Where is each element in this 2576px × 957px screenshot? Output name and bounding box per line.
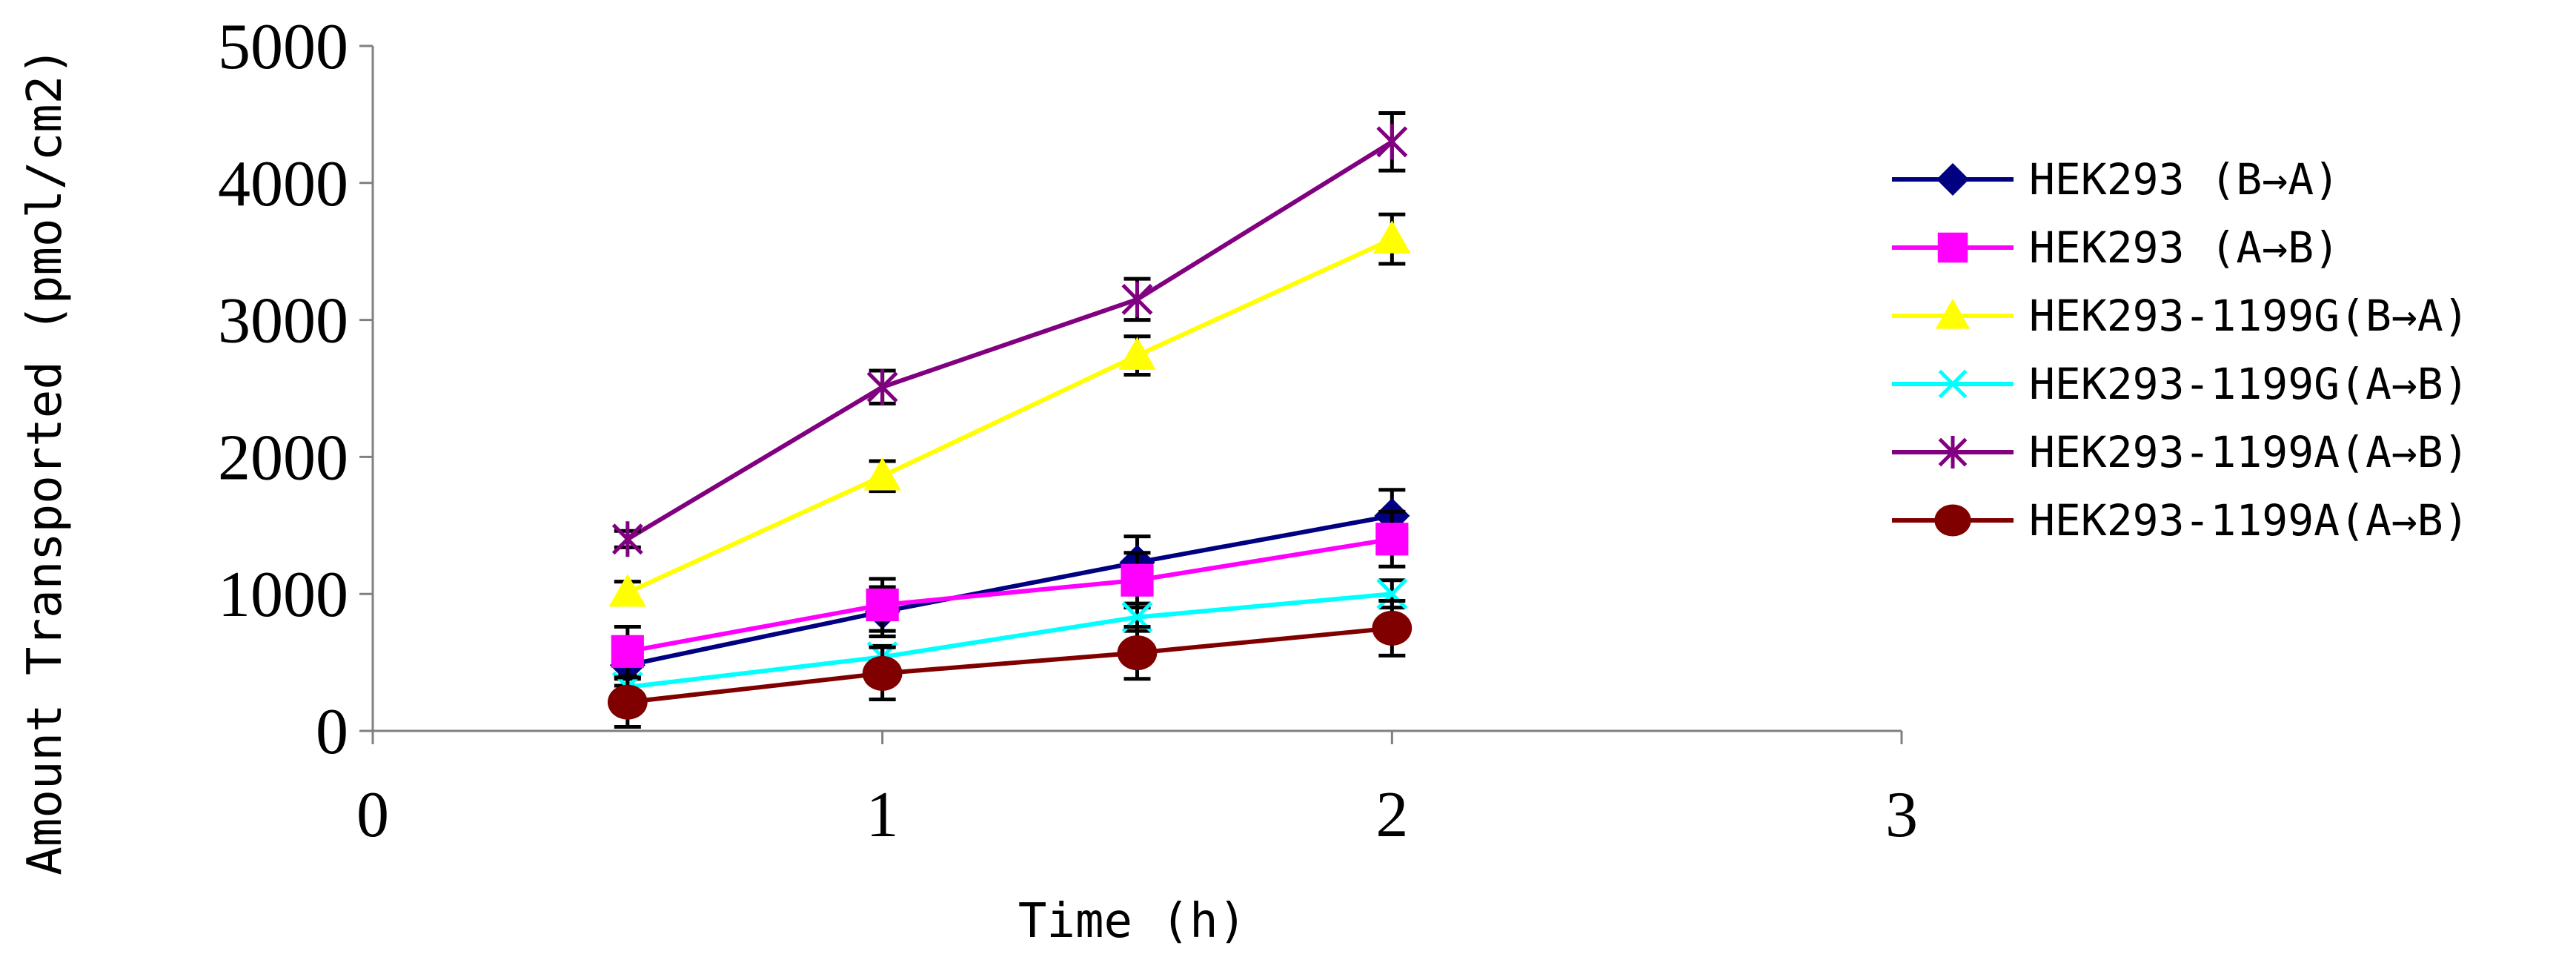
series-line [627, 592, 1392, 689]
legend-label: HEK293-1199A(A→B) [2029, 427, 2469, 477]
series-5 [611, 111, 1408, 557]
star-marker [866, 369, 898, 405]
square-marker [1937, 232, 1968, 263]
series-1 [609, 488, 1410, 688]
square-marker [1375, 523, 1409, 556]
star-marker [1376, 124, 1408, 160]
legend-label: HEK293 (A→B) [2029, 222, 2340, 273]
y-tick-label: 5000 [218, 11, 348, 83]
star-marker [1121, 281, 1153, 317]
series-line [626, 236, 1393, 595]
triangle-marker [1373, 220, 1411, 254]
triangle-marker [1935, 298, 1971, 329]
x-marker-stroke [1938, 369, 1968, 399]
y-tick-label: 4000 [218, 148, 348, 220]
series-line [627, 626, 1392, 705]
y-tick-label: 3000 [218, 285, 348, 357]
legend-label: HEK293-1199G(B→A) [2029, 291, 2469, 341]
circle-marker [607, 684, 648, 720]
triangle-marker [608, 574, 647, 607]
series-3 [608, 212, 1411, 607]
y-axis-title: Amount Transported (pmol/cm2) [18, 47, 73, 875]
x-marker-stroke [1376, 578, 1408, 610]
x-tick-label: 2 [1375, 779, 1408, 851]
triangle-marker [1118, 337, 1156, 370]
legend-item: HEK293 (A→B) [1892, 222, 2340, 273]
star-marker [611, 521, 643, 557]
x-tick-label: 1 [866, 779, 899, 851]
y-tick-labels: 0 1000 2000 3000 4000 5000 [218, 11, 348, 768]
legend-item: HEK293-1199A(A→B) [1892, 495, 2469, 546]
circle-marker [862, 655, 903, 691]
legend-item: HEK293-1199G(B→A) [1892, 291, 2469, 341]
x-tick-label: 3 [1885, 779, 1918, 851]
series-line [627, 537, 1392, 654]
legend-item: HEK293-1199G(A→B) [1892, 359, 2469, 409]
legend: HEK293 (B→A) HEK293 (A→B) HEK293-1199G(B→A… [1892, 154, 2469, 546]
x-marker [1376, 578, 1408, 610]
square-marker [611, 635, 644, 668]
axes [359, 44, 1903, 744]
square-marker [1121, 563, 1154, 597]
legend-item: HEK293 (B→A) [1892, 154, 2340, 205]
legend-label: HEK293-1199G(A→B) [2029, 359, 2469, 409]
y-tick-label: 1000 [218, 559, 348, 631]
legend-item: HEK293-1199A(A→B) [1892, 427, 2469, 477]
legend-label: HEK293 (B→A) [2029, 154, 2340, 205]
x-marker [1938, 369, 1968, 399]
star-marker [1938, 436, 1968, 468]
y-tick-label: 0 [316, 696, 348, 768]
legend-label: HEK293-1199A(A→B) [2029, 495, 2469, 546]
circle-marker [1934, 504, 1971, 537]
triangle-marker [863, 457, 901, 491]
x-tick-label: 0 [356, 779, 389, 851]
plot-area [607, 111, 1413, 729]
circle-marker [1372, 610, 1413, 646]
circle-marker [1117, 635, 1158, 671]
x-tick-labels: 0 1 2 3 [356, 779, 1918, 851]
series-line [627, 513, 1392, 668]
diamond-marker [1936, 163, 1969, 196]
series-line [626, 139, 1393, 541]
series-2 [611, 509, 1409, 678]
x-axis-title: Time (h) [1018, 894, 1246, 949]
y-tick-label: 2000 [218, 422, 348, 494]
series-6 [607, 598, 1413, 729]
square-marker [866, 588, 899, 622]
